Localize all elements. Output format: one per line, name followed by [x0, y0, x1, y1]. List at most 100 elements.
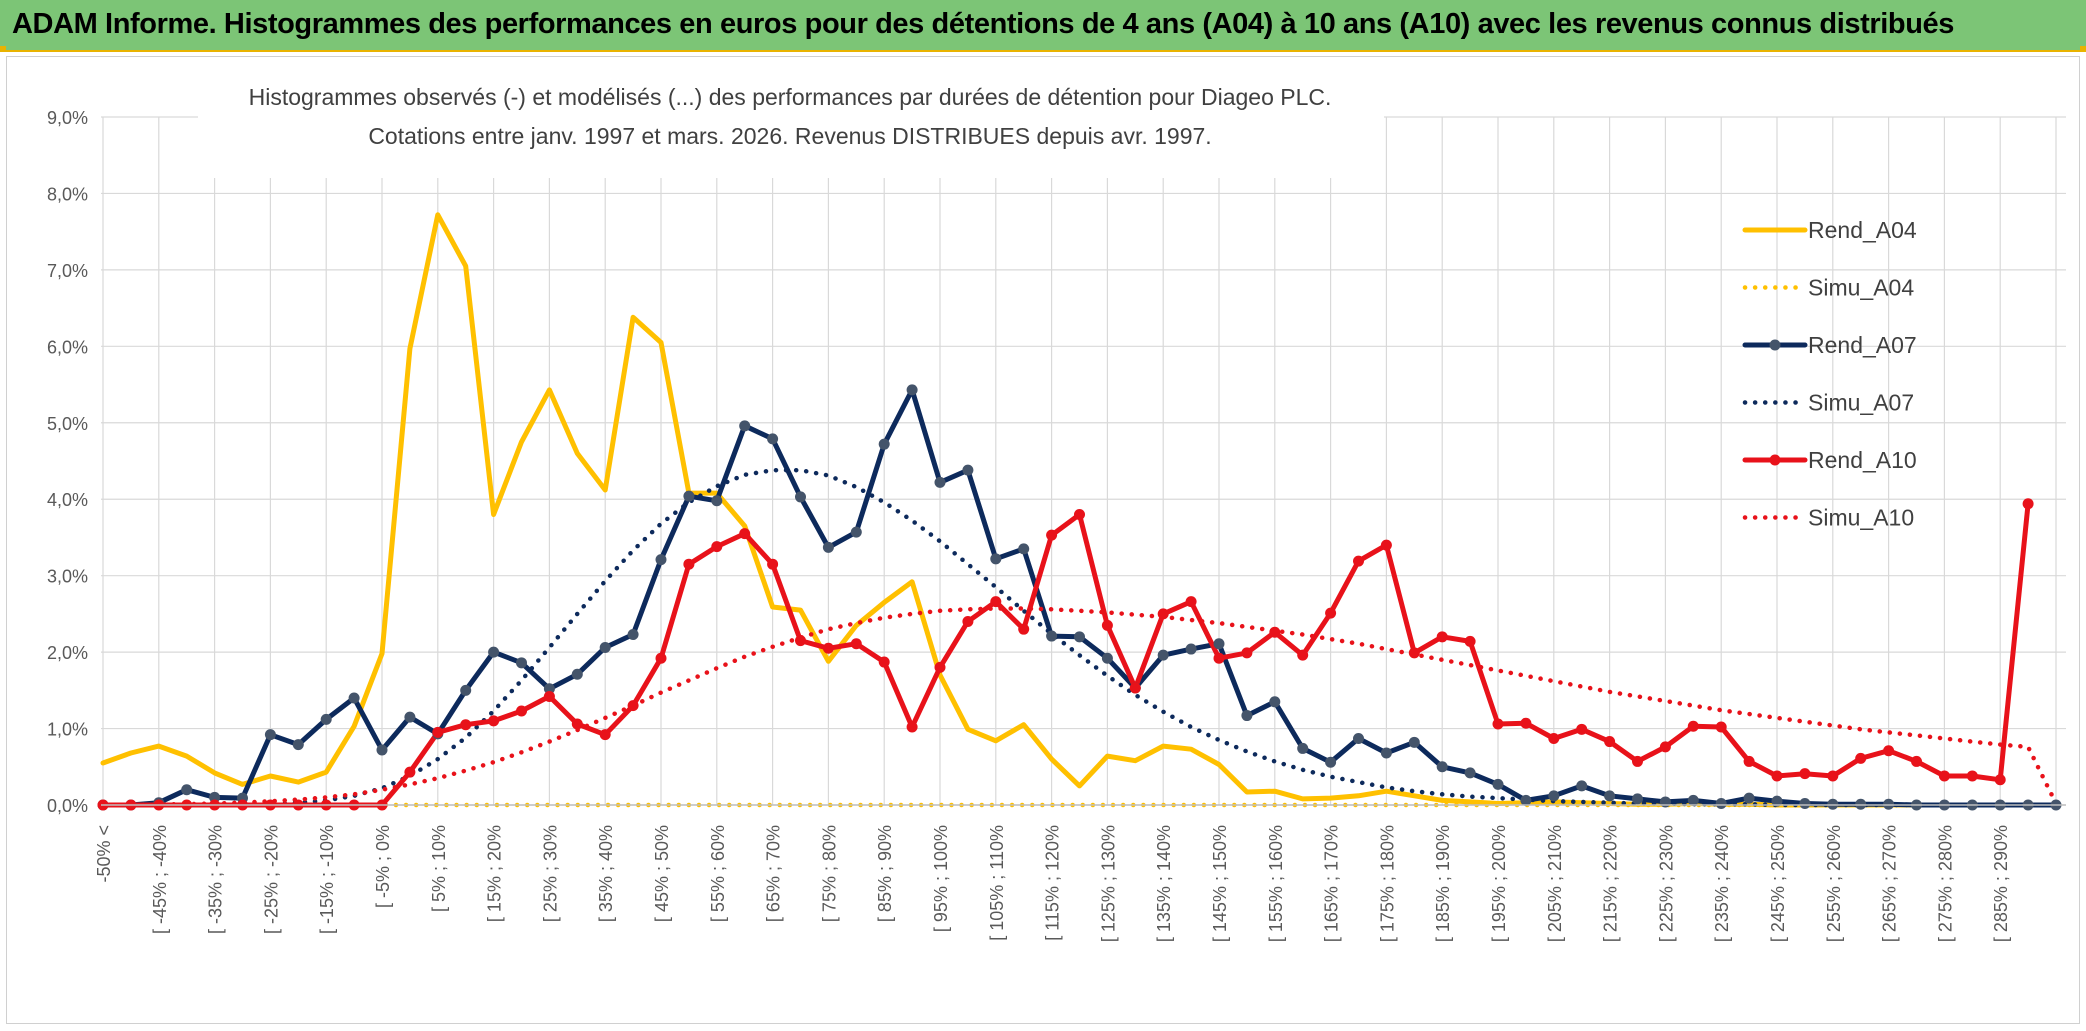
data-point-Rend_A10 [1911, 755, 1922, 767]
data-point-Rend_A07 [1827, 798, 1839, 810]
data-point-Rend_A10 [1883, 745, 1895, 757]
data-point-Rend_A10 [795, 635, 806, 647]
data-point-Rend_A10 [1659, 741, 1671, 753]
x-tick-label: [ 175% ; 180% [1377, 825, 1397, 942]
data-point-Rend_A10 [850, 638, 862, 650]
data-point-Rend_A10 [1994, 774, 2006, 786]
data-point-Rend_A07 [767, 433, 779, 445]
x-tick-label: [ 165% ; 170% [1322, 825, 1342, 942]
data-point-Rend_A07 [850, 526, 862, 538]
y-tick-label: 7,0% [47, 261, 88, 281]
data-point-Rend_A07 [1576, 780, 1588, 792]
data-point-Rend_A07 [1213, 638, 1225, 650]
data-point-Rend_A10 [1325, 607, 1337, 619]
data-point-Rend_A10 [599, 729, 611, 741]
data-point-Rend_A07 [1659, 796, 1671, 808]
y-tick-label: 3,0% [47, 567, 88, 587]
data-point-Rend_A10 [1018, 623, 1030, 635]
y-tick-label: 5,0% [47, 414, 88, 434]
x-tick-label: [ 215% ; 220% [1601, 825, 1621, 942]
data-point-Rend_A07 [1074, 631, 1085, 643]
x-tick-label: [ -45% ; -40% [150, 825, 170, 934]
data-point-Rend_A10 [1604, 736, 1616, 748]
x-tick-label: [ 285% ; 290% [1991, 825, 2011, 942]
x-tick-label: [ 275% ; 280% [1935, 825, 1955, 942]
data-point-Rend_A07 [1325, 756, 1337, 768]
data-point-Rend_A07 [1799, 797, 1811, 809]
data-point-Rend_A10 [488, 715, 500, 727]
data-point-Rend_A10 [739, 528, 751, 540]
data-point-Rend_A07 [1520, 794, 1532, 806]
data-point-Rend_A10 [1436, 631, 1448, 643]
data-point-Rend_A10 [822, 642, 834, 654]
data-point-Rend_A10 [1799, 768, 1811, 780]
data-point-Rend_A07 [1771, 795, 1783, 807]
x-tick-label: [ 25% ; 30% [540, 825, 560, 922]
data-point-Rend_A07 [1046, 630, 1058, 642]
data-point-Rend_A07 [543, 683, 555, 695]
x-tick-label: [ 35% ; 40% [596, 825, 616, 922]
legend-marker [1769, 454, 1781, 466]
data-point-Rend_A07 [683, 490, 695, 502]
data-point-Rend_A07 [1353, 732, 1364, 744]
y-tick-label: 0,0% [47, 796, 88, 816]
data-point-Rend_A10 [1157, 608, 1169, 620]
data-point-Rend_A10 [516, 705, 527, 717]
data-point-Rend_A10 [683, 558, 695, 570]
y-tick-label: 8,0% [47, 184, 88, 204]
data-point-Rend_A10 [1046, 529, 1058, 541]
data-point-Rend_A07 [1436, 761, 1448, 773]
data-point-Rend_A07 [934, 476, 946, 488]
corner-mark [2080, 46, 2086, 52]
data-point-Rend_A07 [1632, 793, 1643, 805]
x-tick-label: [ 45% ; 50% [652, 825, 672, 922]
data-point-Rend_A07 [627, 629, 639, 641]
data-point-Rend_A07 [822, 541, 834, 553]
data-point-Rend_A07 [348, 692, 360, 704]
data-point-Rend_A07 [376, 744, 388, 756]
data-point-Rend_A07 [264, 729, 276, 741]
data-point-Rend_A10 [1074, 509, 1085, 521]
data-point-Rend_A07 [516, 657, 527, 669]
legend-label: Rend_A10 [1808, 447, 1917, 473]
x-tick-label: [ 75% ; 80% [819, 825, 839, 922]
data-point-Rend_A07 [1297, 742, 1309, 754]
chart-subtitle: Cotations entre janv. 1997 et mars. 2026… [368, 123, 1211, 149]
series-line-Simu_A07 [100, 467, 2059, 808]
report-title: ADAM Informe. Histogrammes des performan… [12, 8, 1954, 40]
data-point-Rend_A10 [1632, 755, 1643, 767]
data-point-Rend_A10 [767, 558, 779, 570]
x-tick-label: [ 155% ; 160% [1266, 825, 1286, 942]
data-point-Rend_A07 [460, 684, 472, 696]
x-tick-label: [ 65% ; 70% [764, 825, 784, 922]
x-tick-label: [ 195% ; 200% [1489, 825, 1509, 942]
data-point-Rend_A10 [1576, 723, 1588, 735]
data-point-Rend_A07 [1548, 790, 1560, 802]
data-point-Rend_A07 [739, 420, 751, 432]
axis-layer: 0,0% 1,0% 2,0% 3,0% 4,0% 5,0% 6,0% 7,0% 8,0% 9,0%… [47, 108, 2066, 942]
data-point-Rend_A10 [1520, 717, 1532, 729]
x-tick-label: [ 185% ; 190% [1433, 825, 1453, 942]
data-point-Rend_A10 [1269, 626, 1281, 638]
data-point-Rend_A10 [543, 690, 555, 702]
data-point-Rend_A07 [906, 384, 918, 396]
data-point-Rend_A10 [711, 541, 723, 553]
data-point-Rend_A10 [1548, 732, 1560, 744]
data-point-Rend_A07 [1855, 798, 1867, 810]
data-point-Rend_A10 [460, 719, 472, 731]
x-tick-label: [ 5% ; 10% [429, 825, 449, 912]
data-point-Rend_A10 [878, 656, 890, 668]
data-point-Rend_A07 [1715, 797, 1727, 809]
x-tick-label: [ 85% ; 90% [875, 825, 895, 922]
y-tick-label: 9,0% [47, 108, 88, 128]
legend-label: Simu_A04 [1808, 275, 1914, 301]
x-tick-label: [ 15% ; 20% [485, 825, 505, 922]
data-point-Rend_A10 [1492, 718, 1504, 730]
data-point-Rend_A10 [1241, 647, 1253, 659]
data-point-Rend_A07 [1883, 798, 1895, 810]
data-point-Rend_A10 [1743, 755, 1755, 767]
x-tick-label: [ -25% ; -20% [261, 825, 281, 934]
data-point-Rend_A10 [990, 596, 1002, 608]
series-line-Rend_A10 [100, 501, 2031, 808]
data-point-Rend_A07 [711, 495, 723, 507]
